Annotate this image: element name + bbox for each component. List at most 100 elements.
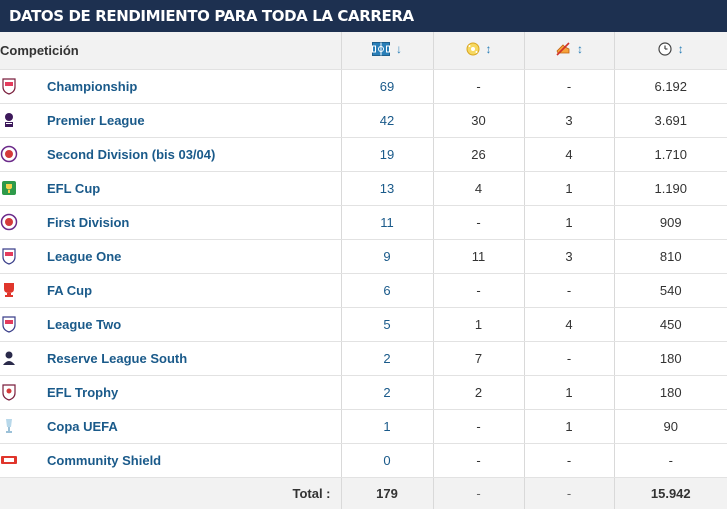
minutes-cell: 909 (613, 205, 727, 240)
table-row: Second Division (bis 03/04) 19 26 4 1.710 (0, 137, 727, 172)
clock-icon (658, 42, 672, 56)
minutes-cell: 1.190 (613, 171, 727, 206)
competition-name-link[interactable]: League Two (47, 307, 342, 342)
appearances-cell[interactable]: 5 (340, 307, 434, 342)
table-row: First Division 11-1 909 (0, 205, 727, 240)
efl-trophy-logo[interactable] (0, 383, 18, 401)
totals-label: Total : (0, 477, 342, 509)
competition-name-link[interactable]: FA Cup (47, 273, 342, 308)
goals-cell: 26 (432, 137, 525, 172)
assists-cell: 4 (523, 137, 615, 172)
section-title: DATOS DE RENDIMIENTO PARA TODA LA CARRER… (0, 0, 727, 32)
minutes-cell: 810 (613, 239, 727, 274)
competition-name-link[interactable]: EFL Trophy (47, 375, 342, 410)
totals-row: Total : 179 - - 15.942 (0, 477, 727, 509)
assists-column-header[interactable]: ↕ (523, 32, 615, 70)
competition-name-link[interactable]: Second Division (bis 03/04) (47, 137, 342, 172)
first-division-logo[interactable] (0, 213, 18, 231)
pitch-icon (372, 41, 391, 56)
goals-cell: - (432, 273, 525, 308)
competition-name-link[interactable]: EFL Cup (47, 171, 342, 206)
table-row: League One 9 11 3 810 (0, 239, 727, 274)
sort-desc-icon[interactable]: ↓ (396, 41, 403, 56)
assists-cell: - (523, 443, 615, 478)
assists-cell: 1 (523, 409, 615, 444)
appearances-cell[interactable]: 69 (340, 69, 434, 104)
community-shield-logo[interactable] (0, 451, 18, 469)
competition-name-link[interactable]: Community Shield (47, 443, 342, 478)
minutes-cell: 3.691 (613, 103, 727, 138)
table-header-row: Competición ↓ (0, 32, 727, 70)
goals-cell: - (432, 69, 525, 104)
assists-cell: 3 (523, 239, 615, 274)
goals-cell: 2 (432, 375, 525, 410)
competition-name-link[interactable]: Premier League (47, 103, 342, 138)
assists-cell: 1 (523, 205, 615, 240)
sort-both-icon[interactable]: ↕ (577, 41, 584, 56)
appearances-cell[interactable]: 19 (340, 137, 434, 172)
goals-column-header[interactable]: ↕ (432, 32, 525, 70)
appearances-cell[interactable]: 9 (340, 239, 434, 274)
appearances-cell[interactable]: 0 (340, 443, 434, 478)
goals-cell: 11 (432, 239, 525, 274)
totals-minutes: 15.942 (613, 477, 727, 509)
totals-assists: - (523, 477, 615, 509)
competition-column-header: Competición (0, 32, 342, 70)
league-two-logo[interactable] (0, 315, 18, 333)
ball-icon (466, 42, 480, 56)
table-row: Reserve League South 2 7-180 (0, 341, 727, 376)
table-row: Copa UEFA 1-1 90 (0, 409, 727, 444)
boot-icon (556, 42, 570, 56)
appearances-cell[interactable]: 6 (340, 273, 434, 308)
uefa-cup-logo[interactable] (0, 417, 18, 435)
assists-cell: 1 (523, 171, 615, 206)
league-one-logo[interactable] (0, 247, 18, 265)
appearances-cell[interactable]: 42 (340, 103, 434, 138)
appearances-cell[interactable]: 13 (340, 171, 434, 206)
minutes-cell: 90 (613, 409, 727, 444)
career-stats-table: Competición ↓ (0, 32, 727, 509)
assists-cell: 4 (523, 307, 615, 342)
sort-both-icon[interactable]: ↕ (677, 41, 684, 56)
minutes-cell: 180 (613, 375, 727, 410)
minutes-cell: 1.710 (613, 137, 727, 172)
assists-cell: - (523, 69, 615, 104)
competition-name-link[interactable]: Championship (47, 69, 342, 104)
competition-name-link[interactable]: League One (47, 239, 342, 274)
competition-name-link[interactable]: Copa UEFA (47, 409, 342, 444)
table-row: Community Shield 0- - - (0, 443, 727, 478)
championship-logo[interactable] (0, 77, 18, 95)
efl-cup-logo[interactable] (0, 179, 18, 197)
table-row: Premier League 42 30 3 3.691 (0, 103, 727, 138)
minutes-cell: 450 (613, 307, 727, 342)
premier-league-logo[interactable] (0, 111, 18, 129)
appearances-column-header[interactable]: ↓ (340, 32, 434, 70)
minutes-column-header[interactable]: ↕ (613, 32, 727, 70)
fa-cup-logo[interactable] (0, 281, 18, 299)
appearances-cell[interactable]: 1 (340, 409, 434, 444)
appearances-cell[interactable]: 11 (340, 205, 434, 240)
table-row: Championship 69- -6.192 (0, 69, 727, 104)
appearances-cell[interactable]: 2 (340, 375, 434, 410)
minutes-cell: - (613, 443, 727, 478)
goals-cell: - (432, 443, 525, 478)
competition-name-link[interactable]: First Division (47, 205, 342, 240)
goals-cell: 7 (432, 341, 525, 376)
sort-both-icon[interactable]: ↕ (485, 41, 492, 56)
appearances-cell[interactable]: 2 (340, 341, 434, 376)
table-row: FA Cup 6- -540 (0, 273, 727, 308)
goals-cell: - (432, 409, 525, 444)
second-division-logo[interactable] (0, 145, 18, 163)
totals-appearances: 179 (340, 477, 434, 509)
reserve-league-logo[interactable] (0, 349, 18, 367)
competition-name-link[interactable]: Reserve League South (47, 341, 342, 376)
table-row: EFL Trophy 2 2 1 180 (0, 375, 727, 410)
table-row: EFL Cup 13 4 1 1.190 (0, 171, 727, 206)
totals-goals: - (432, 477, 525, 509)
assists-cell: 1 (523, 375, 615, 410)
assists-cell: - (523, 273, 615, 308)
table-row: League Two 5 1 4 450 (0, 307, 727, 342)
goals-cell: - (432, 205, 525, 240)
minutes-cell: 540 (613, 273, 727, 308)
goals-cell: 30 (432, 103, 525, 138)
